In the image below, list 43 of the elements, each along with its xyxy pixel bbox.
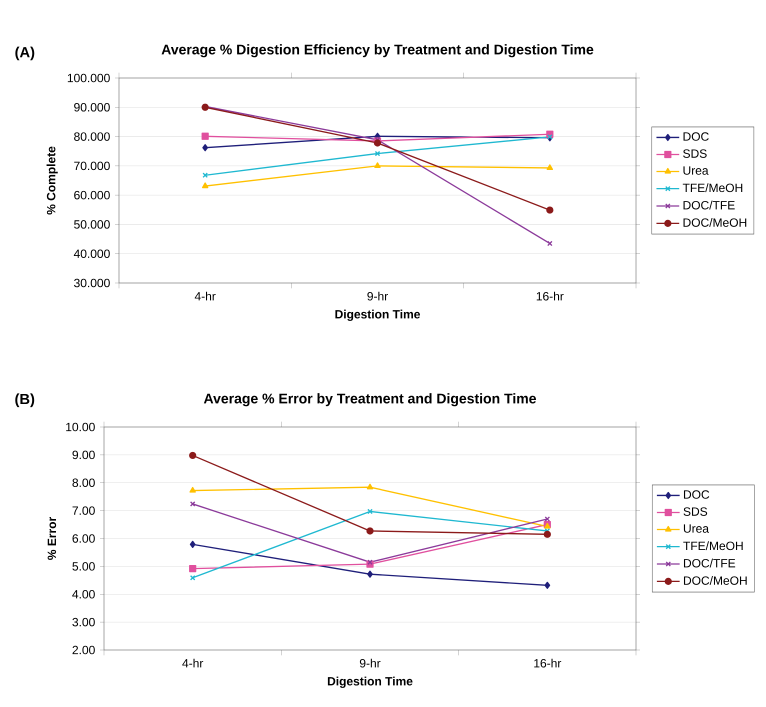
text: (B) <box>15 393 34 408</box>
y-tick-label: 9.00 <box>72 450 95 460</box>
legend-label: DOC/TFE <box>684 200 735 210</box>
chart-title: Average % Error by Treatment and Digestion Time <box>204 393 536 406</box>
y-tick-label: 60.000 <box>74 190 110 200</box>
y-tick-label: 2.00 <box>72 646 95 654</box>
legend-label: DOC/TFE <box>684 558 736 568</box>
x-axis-title: Digestion Time <box>328 676 413 688</box>
y-tick-label: 50.000 <box>74 220 110 229</box>
x-tick-label: 16-hr <box>534 658 562 668</box>
y-tick-label: 100.000 <box>68 74 110 82</box>
legend-label: SDS <box>684 507 708 516</box>
x-tick-label: 9-hr <box>360 658 380 668</box>
y-tick-label: 3.00 <box>72 618 95 626</box>
y-tick-label: 10.00 <box>66 422 95 432</box>
y-tick-label: 4.00 <box>72 590 95 599</box>
y-tick-label: 70.000 <box>74 162 110 170</box>
x-axis-title: Digestion Time <box>335 310 420 321</box>
y-tick-label: 90.000 <box>74 103 110 112</box>
legend-label: SDS <box>683 149 707 158</box>
x-tick-label: 4-hr <box>194 292 216 300</box>
y-tick-label: 8.00 <box>72 478 95 488</box>
y-axis-title: % Complete <box>46 146 58 215</box>
legend-label: DOC/MeOH <box>684 218 746 227</box>
legend-label: TFE/MeOH <box>683 541 743 550</box>
legend-label: TFE/MeOH <box>682 183 742 192</box>
legend-label: DOC <box>684 132 709 141</box>
chart-title: Average % Digestion Efficiency by Treatment and Digestion Time <box>162 44 594 58</box>
x-tick-label: 16-hr <box>536 292 564 301</box>
legend-label: Urea <box>684 524 709 533</box>
x-tick-label: 4-hr <box>182 658 204 668</box>
legend-label: Urea <box>683 166 709 175</box>
legend-label: DOC <box>684 490 710 499</box>
y-tick-label: 30.000 <box>74 278 110 288</box>
x-tick-label: 9-hr <box>367 292 388 301</box>
y-tick-label: 5.00 <box>72 562 95 571</box>
text: (A) <box>15 46 34 60</box>
y-tick-label: 6.00 <box>72 534 95 543</box>
y-tick-label: 80.000 <box>74 132 110 141</box>
legend-label: DOC/MeOH <box>684 576 747 585</box>
y-axis-title: % Error <box>48 517 56 560</box>
y-tick-label: 7.00 <box>72 506 95 515</box>
y-tick-label: 40.000 <box>74 249 110 258</box>
